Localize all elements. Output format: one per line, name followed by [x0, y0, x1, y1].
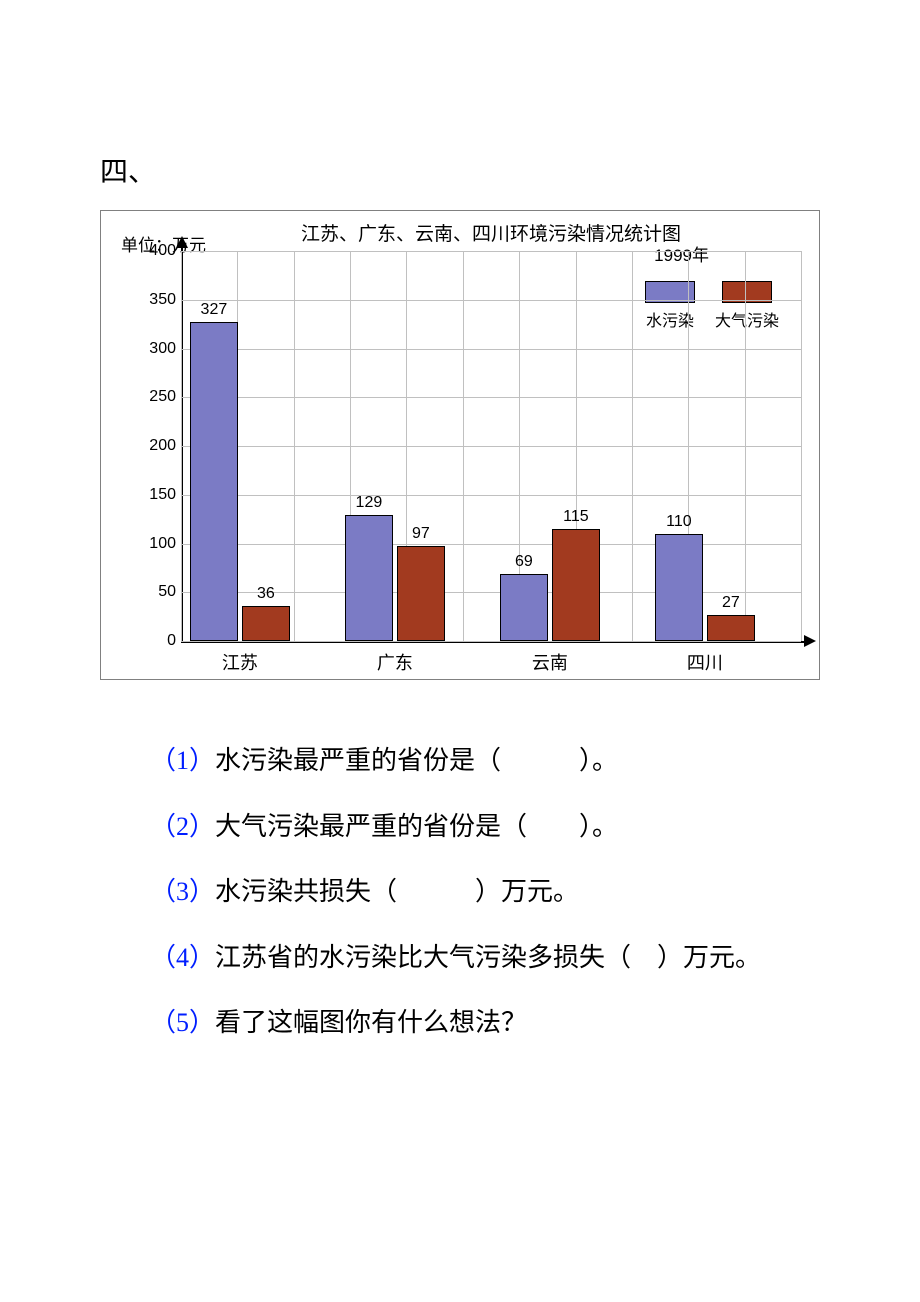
- grid-line-v: [181, 251, 182, 641]
- question-2: （2）大气污染最严重的省份是（ ）。: [150, 806, 820, 848]
- bar-水污染: [655, 534, 703, 641]
- q1-text-b: ）。: [579, 746, 618, 775]
- bar-value-label: 27: [722, 594, 740, 612]
- section-number: 四、: [100, 150, 820, 190]
- x-category-label: 云南: [532, 649, 568, 675]
- y-tick-label: 200: [136, 437, 176, 455]
- bar-value-label: 36: [257, 585, 275, 603]
- y-tick-label: 100: [136, 535, 176, 553]
- grid-line-h: [181, 397, 801, 398]
- bar-水污染: [500, 574, 548, 641]
- q2-text-a: 大气污染最严重的省份是（: [215, 812, 527, 841]
- grid-line-h: [181, 495, 801, 496]
- chart-plot-area: 05010015020025030035040032736江苏12997广东69…: [181, 251, 801, 641]
- q1-number: （1）: [150, 746, 215, 775]
- y-tick-label: 350: [136, 291, 176, 309]
- grid-line-h: [181, 446, 801, 447]
- q4-text-b: ）万元。: [657, 943, 761, 972]
- grid-line-v: [294, 251, 295, 641]
- bar-value-label: 115: [563, 508, 589, 526]
- grid-line-v: [463, 251, 464, 641]
- q1-text-a: 水污染最严重的省份是（: [215, 746, 501, 775]
- bar-水污染: [190, 322, 238, 641]
- y-axis-arrow: [176, 236, 188, 248]
- question-3: （3）水污染共损失（ ）万元。: [150, 871, 820, 913]
- bar-水污染: [345, 515, 393, 641]
- q3-blank: [397, 871, 475, 913]
- q3-number: （3）: [150, 877, 215, 906]
- q1-blank: [501, 740, 579, 782]
- y-tick-label: 0: [136, 632, 176, 650]
- x-category-label: 江苏: [222, 649, 258, 675]
- question-1: （1）水污染最严重的省份是（ ）。: [150, 740, 820, 782]
- q4-text-a: 江苏省的水污染比大气污染多损失（: [215, 943, 631, 972]
- q3-text-b: ）万元。: [475, 877, 579, 906]
- grid-line-v: [801, 251, 802, 641]
- q2-number: （2）: [150, 812, 215, 841]
- x-category-label: 广东: [377, 649, 413, 675]
- y-tick-label: 300: [136, 340, 176, 358]
- bar-大气污染: [397, 546, 445, 641]
- q3-text-a: 水污染共损失（: [215, 877, 397, 906]
- bar-大气污染: [707, 615, 755, 641]
- q2-blank: [527, 806, 579, 848]
- q2-text-b: ）。: [579, 812, 618, 841]
- q4-blank: [631, 937, 657, 979]
- grid-line-v: [745, 251, 746, 641]
- x-category-label: 四川: [687, 649, 723, 675]
- grid-line-v: [632, 251, 633, 641]
- bar-value-label: 129: [356, 494, 383, 512]
- question-5: （5）看了这幅图你有什么想法？: [150, 1002, 820, 1044]
- bar-大气污染: [552, 529, 600, 641]
- y-tick-label: 150: [136, 486, 176, 504]
- bar-value-label: 327: [201, 301, 228, 319]
- bar-value-label: 110: [666, 513, 692, 531]
- pollution-chart: 江苏、广东、云南、四川环境污染情况统计图 单位：万元 1999年 水污染 大气污…: [100, 210, 820, 680]
- x-axis-arrow: [804, 635, 816, 647]
- y-tick-label: 250: [136, 388, 176, 406]
- y-tick-label: 400: [136, 242, 176, 260]
- chart-title: 江苏、广东、云南、四川环境污染情况统计图: [301, 219, 681, 246]
- y-tick-label: 50: [136, 583, 176, 601]
- q4-number: （4）: [150, 943, 215, 972]
- bar-value-label: 97: [412, 525, 430, 543]
- grid-line-h: [181, 349, 801, 350]
- question-4: （4）江苏省的水污染比大气污染多损失（ ）万元。: [150, 937, 820, 979]
- bar-大气污染: [242, 606, 290, 641]
- grid-line-h: [181, 251, 801, 252]
- grid-line-h: [181, 544, 801, 545]
- bar-value-label: 69: [515, 553, 533, 571]
- q5-text: 看了这幅图你有什么想法？: [215, 1008, 527, 1037]
- grid-line-h: [181, 300, 801, 301]
- grid-line-h: [181, 641, 801, 642]
- questions-block: （1）水污染最严重的省份是（ ）。 （2）大气污染最严重的省份是（ ）。 （3）…: [100, 740, 820, 1044]
- q5-number: （5）: [150, 1008, 215, 1037]
